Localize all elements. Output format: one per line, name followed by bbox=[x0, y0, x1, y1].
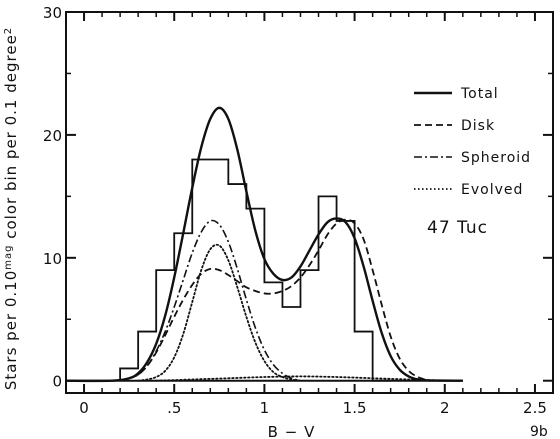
y-tick-label: 0 bbox=[52, 373, 62, 391]
figure-number: 9b bbox=[530, 424, 548, 439]
plot-border bbox=[65, 11, 554, 394]
legend-label-disk: Disk bbox=[461, 118, 495, 134]
series-total-line bbox=[65, 106, 463, 383]
legend: Total Disk Spheroid Evolved bbox=[414, 86, 531, 198]
x-tick-label: 2.5 bbox=[523, 399, 547, 417]
x-tick-label: 2 bbox=[440, 399, 450, 417]
x-tick-label: 1 bbox=[260, 399, 270, 417]
x-tick-label: 1.5 bbox=[343, 399, 367, 417]
cluster-annotation: 47 Tuc bbox=[427, 218, 488, 238]
y-tick-label: 10 bbox=[43, 250, 62, 268]
histogram-steps bbox=[119, 158, 391, 382]
x-tick-label: .5 bbox=[167, 399, 181, 417]
y-axis-ticks: 0 10 20 30 bbox=[43, 4, 553, 391]
y-axis-title-part1: Stars per 0.10 bbox=[2, 270, 20, 390]
legend-label-spheroid: Spheroid bbox=[461, 150, 531, 166]
legend-label-evolved: Evolved bbox=[461, 182, 523, 198]
series-disk-line bbox=[119, 218, 428, 382]
series-evolved-line bbox=[137, 243, 302, 382]
x-axis-title: B − V bbox=[268, 423, 316, 439]
y-tick-label: 30 bbox=[43, 4, 62, 22]
series-evolved-red-giants-line bbox=[155, 375, 446, 382]
y-axis-title-part2: color bin per 0.1 degree bbox=[2, 34, 20, 244]
y-axis-title: Stars per 0.10mag color bin per 0.1 degr… bbox=[2, 27, 20, 390]
y-axis-title-sup: mag bbox=[3, 245, 14, 270]
histogram bbox=[119, 158, 391, 382]
model-curves bbox=[65, 106, 463, 383]
series-spheroid-line bbox=[119, 219, 301, 382]
x-tick-label: 0 bbox=[79, 399, 89, 417]
legend-label-total: Total bbox=[460, 86, 499, 102]
x-axis-ticks: 0 .5 1 1.5 2 2.5 bbox=[65, 12, 547, 417]
y-tick-label: 20 bbox=[43, 127, 62, 145]
plot-frame bbox=[65, 11, 554, 394]
y-axis-title-sup2: 2 bbox=[3, 27, 14, 34]
